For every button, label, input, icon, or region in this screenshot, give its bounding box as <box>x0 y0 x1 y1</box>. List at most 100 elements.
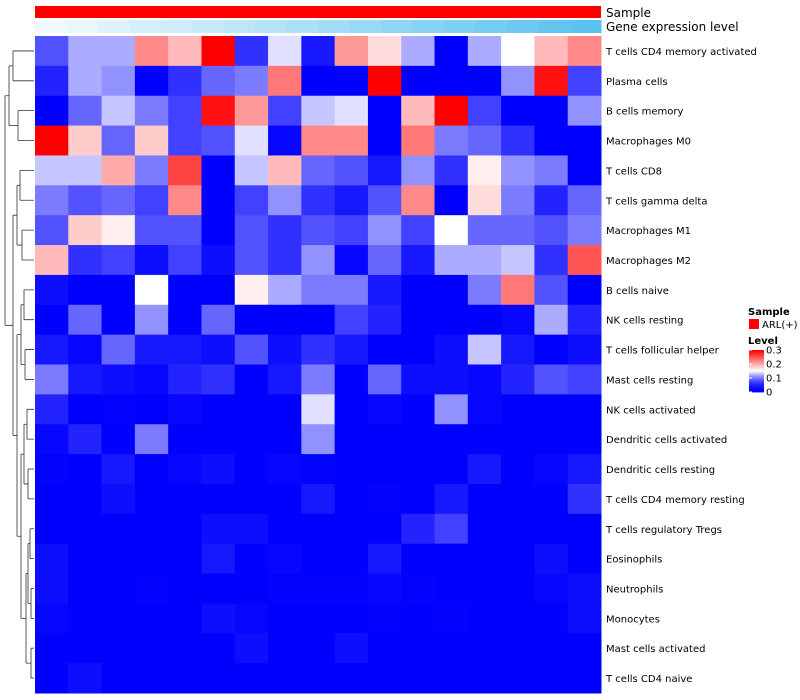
row-label: Macrophages M0 <box>606 137 691 148</box>
heatmap-cell <box>68 573 103 604</box>
heatmap-cell <box>434 155 469 186</box>
heatmap-cell <box>401 483 436 515</box>
heatmap-cell <box>567 394 602 425</box>
legend-colorbar-step <box>749 370 764 372</box>
gene-expression-track-cell <box>443 20 476 33</box>
heatmap-cell <box>68 454 103 485</box>
heatmap-cell <box>501 304 535 336</box>
heatmap-cell <box>201 185 236 216</box>
heatmap-cell <box>234 245 269 276</box>
heatmap-cell <box>534 424 569 455</box>
heatmap-cell <box>334 543 369 575</box>
annotation-tracks <box>35 6 602 33</box>
heatmap-cell <box>534 513 569 545</box>
heatmap-cell <box>234 36 269 67</box>
gene-expression-track-cell <box>412 20 445 33</box>
heatmap-cell <box>301 483 336 515</box>
heatmap-cell <box>301 603 336 634</box>
heatmap-cell <box>501 245 535 276</box>
heatmap-cell <box>501 543 535 575</box>
heatmap-cell <box>134 573 169 604</box>
heatmap-cell <box>134 185 169 216</box>
heatmap-cell <box>201 454 236 485</box>
heatmap-cell <box>234 65 269 97</box>
heatmap-cell <box>168 483 202 515</box>
legend-tick-label: 0.2 <box>766 360 782 371</box>
heatmap-cell <box>134 155 169 186</box>
heatmap-cell <box>534 155 569 186</box>
heatmap-cell <box>467 125 502 156</box>
heatmap-cell <box>101 633 136 664</box>
gene-expression-track-cell <box>475 20 508 33</box>
heatmap-cell <box>501 95 535 127</box>
legend-colorbar-step <box>749 364 764 366</box>
row-label: Macrophages M1 <box>606 226 691 237</box>
heatmap-cell <box>567 125 602 156</box>
heatmap-cell <box>367 603 402 634</box>
heatmap-cell <box>401 394 436 425</box>
heatmap-cell <box>534 603 569 634</box>
legend-tick-label: 0.1 <box>766 374 782 385</box>
heatmap-cell <box>334 274 369 306</box>
heatmap-cell <box>567 573 602 604</box>
heatmap-cell <box>35 663 69 694</box>
heatmap-cell <box>367 185 402 216</box>
heatmap-cell <box>134 125 169 156</box>
heatmap-cell <box>434 603 469 634</box>
heatmap-cell <box>567 65 602 97</box>
heatmap-cell <box>201 274 236 306</box>
heatmap-cell <box>334 573 369 604</box>
heatmap-cell <box>301 274 336 306</box>
heatmap-cell <box>268 633 302 664</box>
heatmap-cell <box>434 513 469 545</box>
heatmap-cell <box>501 424 535 455</box>
heatmap-cell <box>268 155 302 186</box>
heatmap-cell <box>501 215 535 246</box>
legend-sample-title: Sample <box>748 307 790 318</box>
legend-colorbar-step <box>749 388 764 390</box>
heatmap-cell <box>501 633 535 664</box>
row-label: T cells gamma delta <box>605 196 707 207</box>
heatmap-cell <box>501 513 535 545</box>
heatmap-cell <box>467 364 502 395</box>
heatmap-cell <box>301 543 336 575</box>
heatmap-cell <box>401 155 436 186</box>
legend-colorbar-step <box>749 356 764 358</box>
heatmap-cell <box>201 215 236 246</box>
heatmap-cell <box>134 65 169 97</box>
heatmap-cell <box>334 454 369 485</box>
legend-colorbar-step <box>749 351 764 353</box>
heatmap-cell <box>367 245 402 276</box>
heatmap-cell <box>101 424 136 455</box>
heatmap-cell <box>35 245 69 276</box>
gene-expression-track-cell <box>223 20 256 33</box>
heatmap-cell <box>268 36 302 67</box>
heatmap-cell <box>534 125 569 156</box>
heatmap-cell <box>168 364 202 395</box>
legend-colorbar-step <box>749 384 764 386</box>
heatmap-cell <box>434 663 469 694</box>
gene-expression-track-cell <box>97 20 130 33</box>
gene-expression-track-cell <box>129 20 162 33</box>
heatmap-cell <box>201 513 236 545</box>
heatmap-cell <box>467 633 502 664</box>
sample-track <box>35 6 601 18</box>
heatmap-cell <box>334 215 369 246</box>
row-label: Macrophages M2 <box>606 256 691 267</box>
heatmap-cell <box>501 125 535 156</box>
heatmap-cell <box>367 513 402 545</box>
legend-colorbar-step <box>749 359 764 361</box>
legend-colorbar-step <box>749 354 764 356</box>
gene-expression-track-cell <box>192 20 225 33</box>
heatmap-cell <box>334 36 369 67</box>
heatmap-cell <box>168 573 202 604</box>
heatmap-cell <box>35 185 69 216</box>
heatmap-cell <box>534 483 569 515</box>
heatmap-cell <box>301 65 336 97</box>
gene-expression-track-cell <box>380 20 413 33</box>
heatmap-cell <box>101 274 136 306</box>
row-label: B cells memory <box>606 107 683 118</box>
row-label: T cells regulatory Tregs <box>605 525 722 536</box>
heatmap-cell <box>268 334 302 365</box>
heatmap-cell <box>201 633 236 664</box>
